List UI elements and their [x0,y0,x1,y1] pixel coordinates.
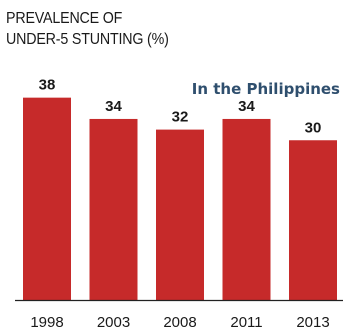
x-tick-label-2003: 2003 [97,314,130,331]
value-label-2008: 32 [172,109,189,126]
chart-title-line-1: PREVALENCE OF [6,10,123,27]
x-tick-labels-group: 1998 2003 2008 2011 2013 [30,314,329,331]
value-labels-group: 38 34 32 34 30 [39,77,322,137]
chart-subtitle: In the Philippines [191,80,340,98]
bar-2008 [156,129,204,300]
bar-2003 [89,118,138,300]
chart-title-line-2: UNDER-5 STUNTING (%) [6,31,169,48]
value-label-2013: 30 [305,119,322,136]
chart-title: PREVALENCE OF UNDER-5 STUNTING (%) [6,8,169,50]
bar-1998 [23,97,71,301]
x-tick-label-2013: 2013 [296,314,329,331]
value-label-1998: 38 [39,77,56,94]
bars-group [23,97,337,301]
bar-2013 [289,140,337,300]
x-tick-label-2011: 2011 [230,314,262,331]
x-tick-label-2008: 2008 [163,314,196,331]
value-label-2003: 34 [105,98,122,115]
x-tick-label-1998: 1998 [30,314,63,331]
bar-2011 [222,118,271,300]
value-label-2011: 34 [238,98,255,115]
